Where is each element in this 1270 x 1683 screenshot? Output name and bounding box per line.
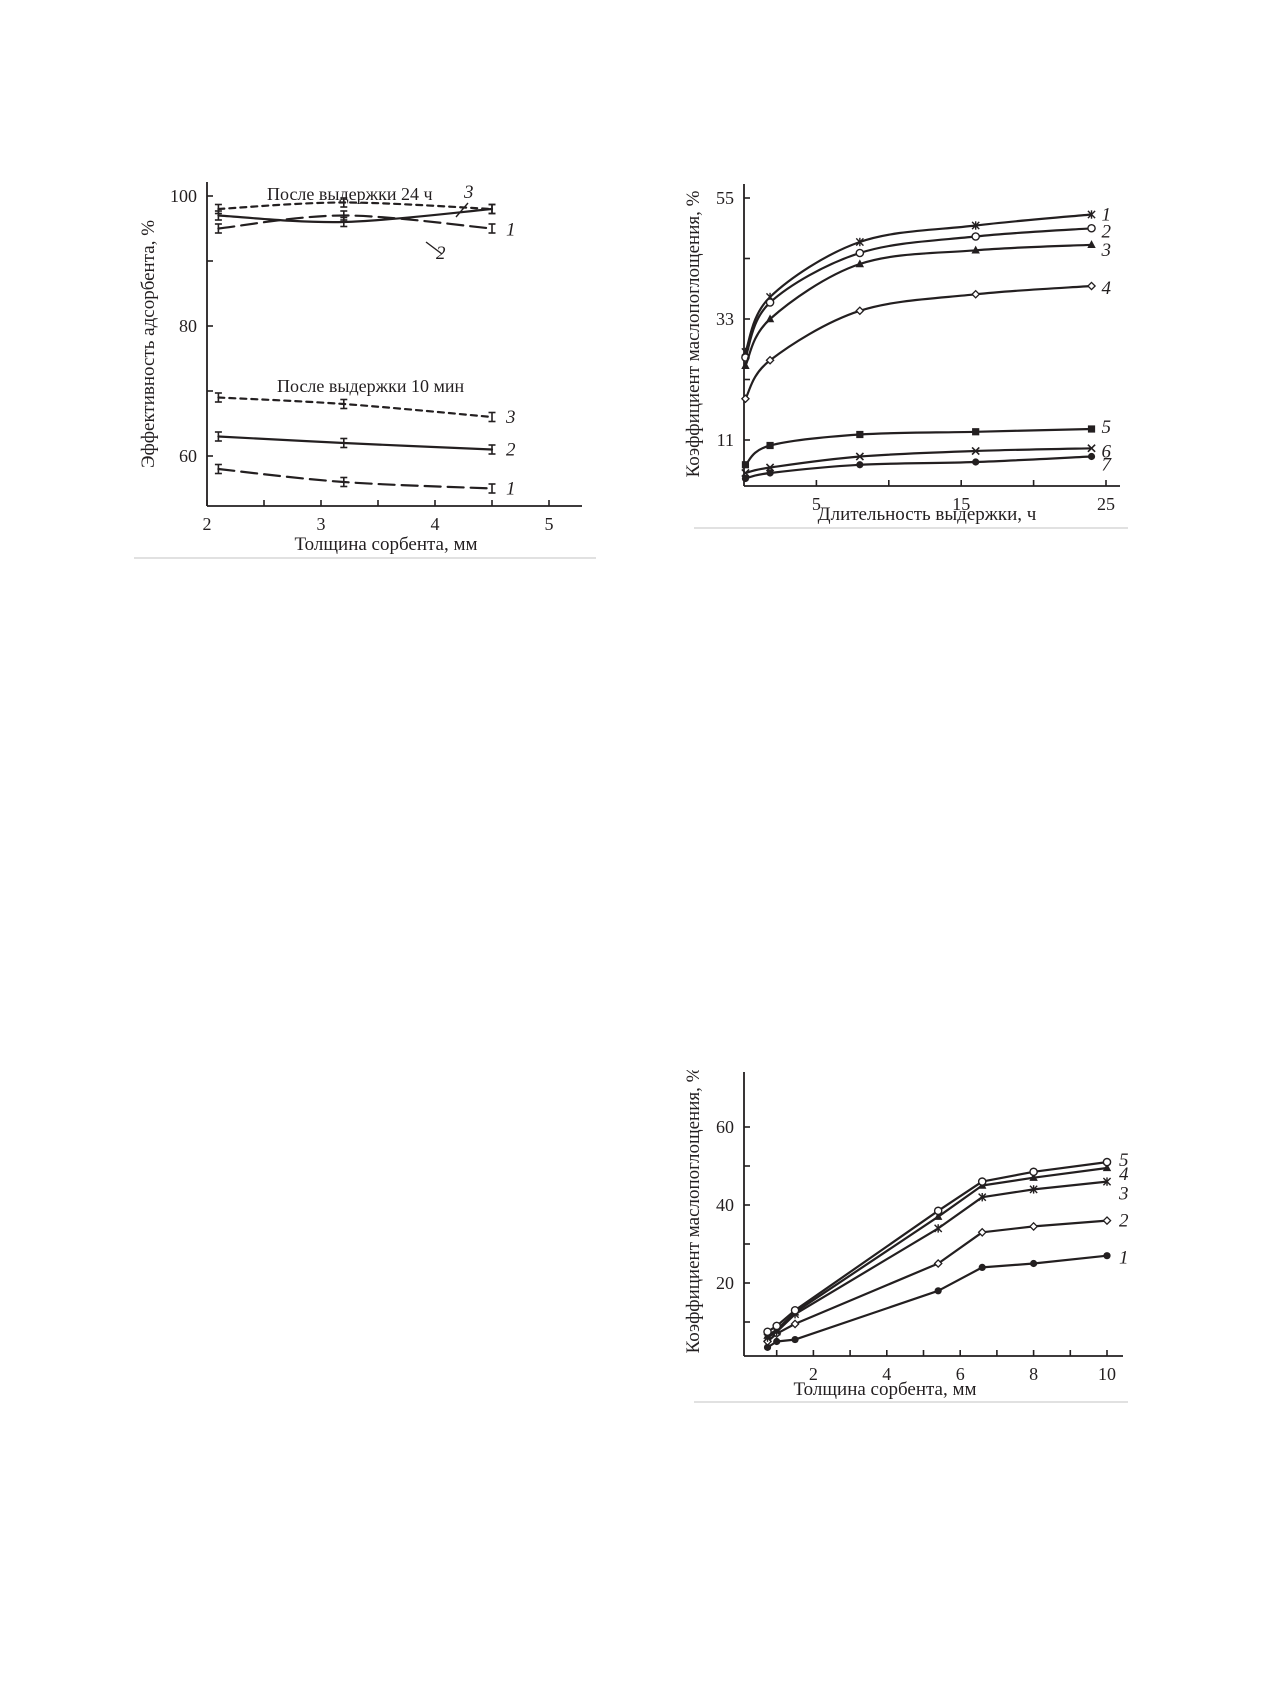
chart1-axes (207, 182, 582, 506)
chart1-series-label: 3 (505, 407, 516, 428)
y-tick-label: 55 (716, 188, 734, 208)
chart2-data-point (856, 461, 863, 468)
chart1-ticks: 2 3 4 5 60 80 100 (170, 186, 554, 534)
chart-oil-absorption-vs-time: 5 15 25 11 33 55 123 4 5 67 Длительность выдержк… (680, 170, 1140, 540)
chart3-data-point (935, 1224, 942, 1232)
chart2-data-point (972, 458, 979, 465)
y-tick-label: 33 (716, 309, 734, 329)
x-tick-label: 2 (203, 514, 212, 534)
chart2-data-point (856, 431, 863, 438)
chart2-data-point (766, 442, 773, 449)
chart2-data-point (766, 469, 773, 476)
chart1-error-bar (489, 413, 496, 422)
y-tick-label: 11 (717, 430, 734, 450)
chart3-data-point (1103, 1217, 1110, 1224)
chart2-series-label: 3 (1101, 240, 1112, 261)
chart2-data-point (766, 299, 773, 306)
chart2-series-line-4 (745, 286, 1091, 399)
chart2-data-point (1088, 225, 1095, 232)
chart3-data-point (1103, 1159, 1110, 1166)
chart3-data-point (791, 1307, 798, 1314)
chart3-data-point (935, 1287, 942, 1294)
chart1-series-label: 1 (506, 479, 516, 500)
chart3-series-label: 1 (1119, 1248, 1129, 1269)
chart2-series-label: 5 (1102, 417, 1112, 438)
y-tick-label: 100 (170, 186, 197, 206)
chart2-series-line-7 (745, 457, 1091, 479)
x-tick-label: 8 (1029, 1364, 1038, 1384)
chart2-data-point (741, 361, 749, 369)
chart1-ylabel: Эффективность адсорбента, % (138, 220, 159, 468)
y-tick-label: 60 (179, 446, 197, 466)
x-tick-label: 3 (317, 514, 326, 534)
chart1-series-label: 1 (506, 220, 516, 241)
chart-efficiency-vs-thickness: 2 3 4 5 60 80 100 1 2 3 1 2 3 После выдержки 24 ч П… (130, 170, 600, 560)
chart2-data-point (742, 475, 749, 482)
chart3-data-point (1103, 1252, 1110, 1259)
x-tick-label: 5 (545, 514, 554, 534)
chart1-series-line-2 (218, 437, 492, 450)
chart3-series-line-1 (768, 1256, 1108, 1348)
chart2-data-point (972, 428, 979, 435)
chart2-series: 123 4 5 67 (741, 205, 1112, 483)
chart2-data-point (1088, 425, 1095, 432)
chart3-data-point (773, 1338, 780, 1345)
chart2-series-label: 7 (1102, 455, 1113, 476)
chart3-series-label: 2 (1119, 1211, 1129, 1232)
chart3-data-point (791, 1336, 798, 1343)
chart1-error-bar (489, 224, 496, 233)
chart1-series-line-1 (218, 469, 492, 489)
chart3-ylabel: Коэффициент маслопоглощения, % (683, 1070, 704, 1353)
chart1-series-label: 3 (463, 182, 474, 203)
chart1-annotation-10min: После выдержки 10 мин (277, 376, 464, 396)
chart3-series-label: 3 (1118, 1184, 1129, 1205)
chart2-ylabel: Коэффициент маслопоглощения, % (683, 190, 704, 477)
chart1-xlabel: Толщина сорбента, мм (294, 534, 477, 555)
chart3-data-point (935, 1207, 942, 1214)
chart3-data-point (773, 1322, 780, 1329)
chart3-data-point (979, 1264, 986, 1271)
chart3-data-point (764, 1328, 771, 1335)
x-tick-label: 10 (1098, 1364, 1116, 1384)
chart3-xlabel: Толщина сорбента, мм (793, 1379, 976, 1400)
chart2-data-point (856, 249, 863, 256)
chart2-data-point (972, 233, 979, 240)
chart2-data-point (972, 291, 979, 298)
x-tick-label: 25 (1097, 494, 1115, 514)
chart3-series-label: 5 (1119, 1150, 1129, 1171)
chart1-series-line-3 (218, 398, 492, 418)
y-tick-label: 60 (716, 1117, 734, 1137)
chart-oil-absorption-vs-thickness: 2 4 6 8 10204060 12345 Толщина сорбента, мм … (680, 1070, 1140, 1420)
chart3-series: 1 2 345 (763, 1150, 1129, 1351)
chart1-series: 123123 (215, 182, 516, 500)
chart2-data-point (856, 307, 863, 314)
y-tick-label: 80 (179, 316, 197, 336)
chart2-series-line-3 (745, 245, 1091, 366)
chart3-data-point (1030, 1168, 1037, 1175)
chart2-data-point (1088, 453, 1095, 460)
chart3-series-line-4 (768, 1168, 1108, 1336)
chart3-data-point (1030, 1223, 1037, 1230)
chart1-annotation-24h: После выдержки 24 ч (267, 184, 433, 204)
chart2-data-point (1088, 282, 1095, 289)
y-tick-label: 40 (716, 1195, 734, 1215)
chart3-series-line-2 (768, 1221, 1108, 1342)
chart1-leader-lines (426, 203, 468, 254)
chart2-data-point (742, 395, 749, 402)
chart2-series-label: 4 (1102, 278, 1112, 299)
chart1-series-label: 2 (506, 440, 516, 461)
chart3-data-point (1030, 1260, 1037, 1267)
chart1-error-bar (489, 484, 496, 493)
y-tick-label: 20 (716, 1273, 734, 1293)
chart2-data-point (742, 461, 749, 468)
chart3-data-point (979, 1178, 986, 1185)
x-tick-label: 4 (431, 514, 440, 534)
chart2-xlabel: Длительность выдержки, ч (818, 504, 1037, 525)
